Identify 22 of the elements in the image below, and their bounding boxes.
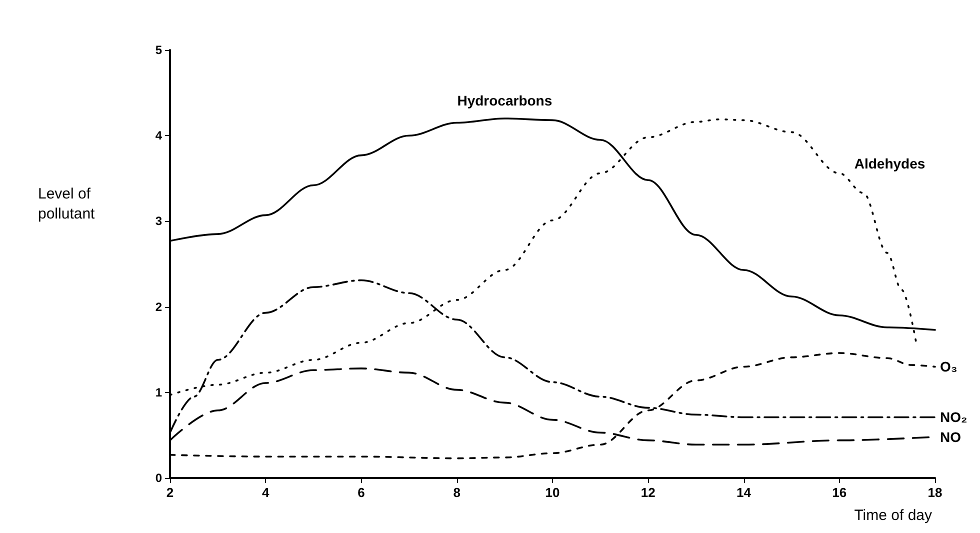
x-axis-title: Time of day — [854, 507, 932, 524]
y-tick-label: 4 — [155, 128, 162, 143]
y-tick-label: 2 — [155, 300, 162, 314]
x-tick-label: 10 — [545, 485, 560, 500]
x-tick-label: 18 — [928, 485, 942, 500]
x-tick-label: 6 — [358, 485, 365, 500]
x-tick-label: 2 — [166, 485, 174, 500]
y-tick-label: 3 — [155, 214, 162, 228]
series-label: Hydrocarbons — [457, 92, 552, 108]
series-label: NO — [940, 428, 962, 445]
x-tick-label: 12 — [640, 485, 656, 500]
y-tick-label: 0 — [155, 471, 162, 485]
x-tick-label: 14 — [736, 485, 752, 500]
series-label: Aldehydes — [854, 155, 926, 172]
series-label: O₃ — [940, 358, 958, 375]
y-axis-title: Level of pollutant — [38, 186, 96, 222]
x-tick-label: 8 — [453, 485, 460, 500]
x-tick-label: 16 — [832, 485, 847, 500]
x-tick-label: 4 — [262, 485, 270, 500]
y-tick-label: 5 — [155, 43, 162, 57]
series-label: NO₂ — [940, 409, 968, 426]
y-tick-label: 1 — [155, 385, 162, 400]
